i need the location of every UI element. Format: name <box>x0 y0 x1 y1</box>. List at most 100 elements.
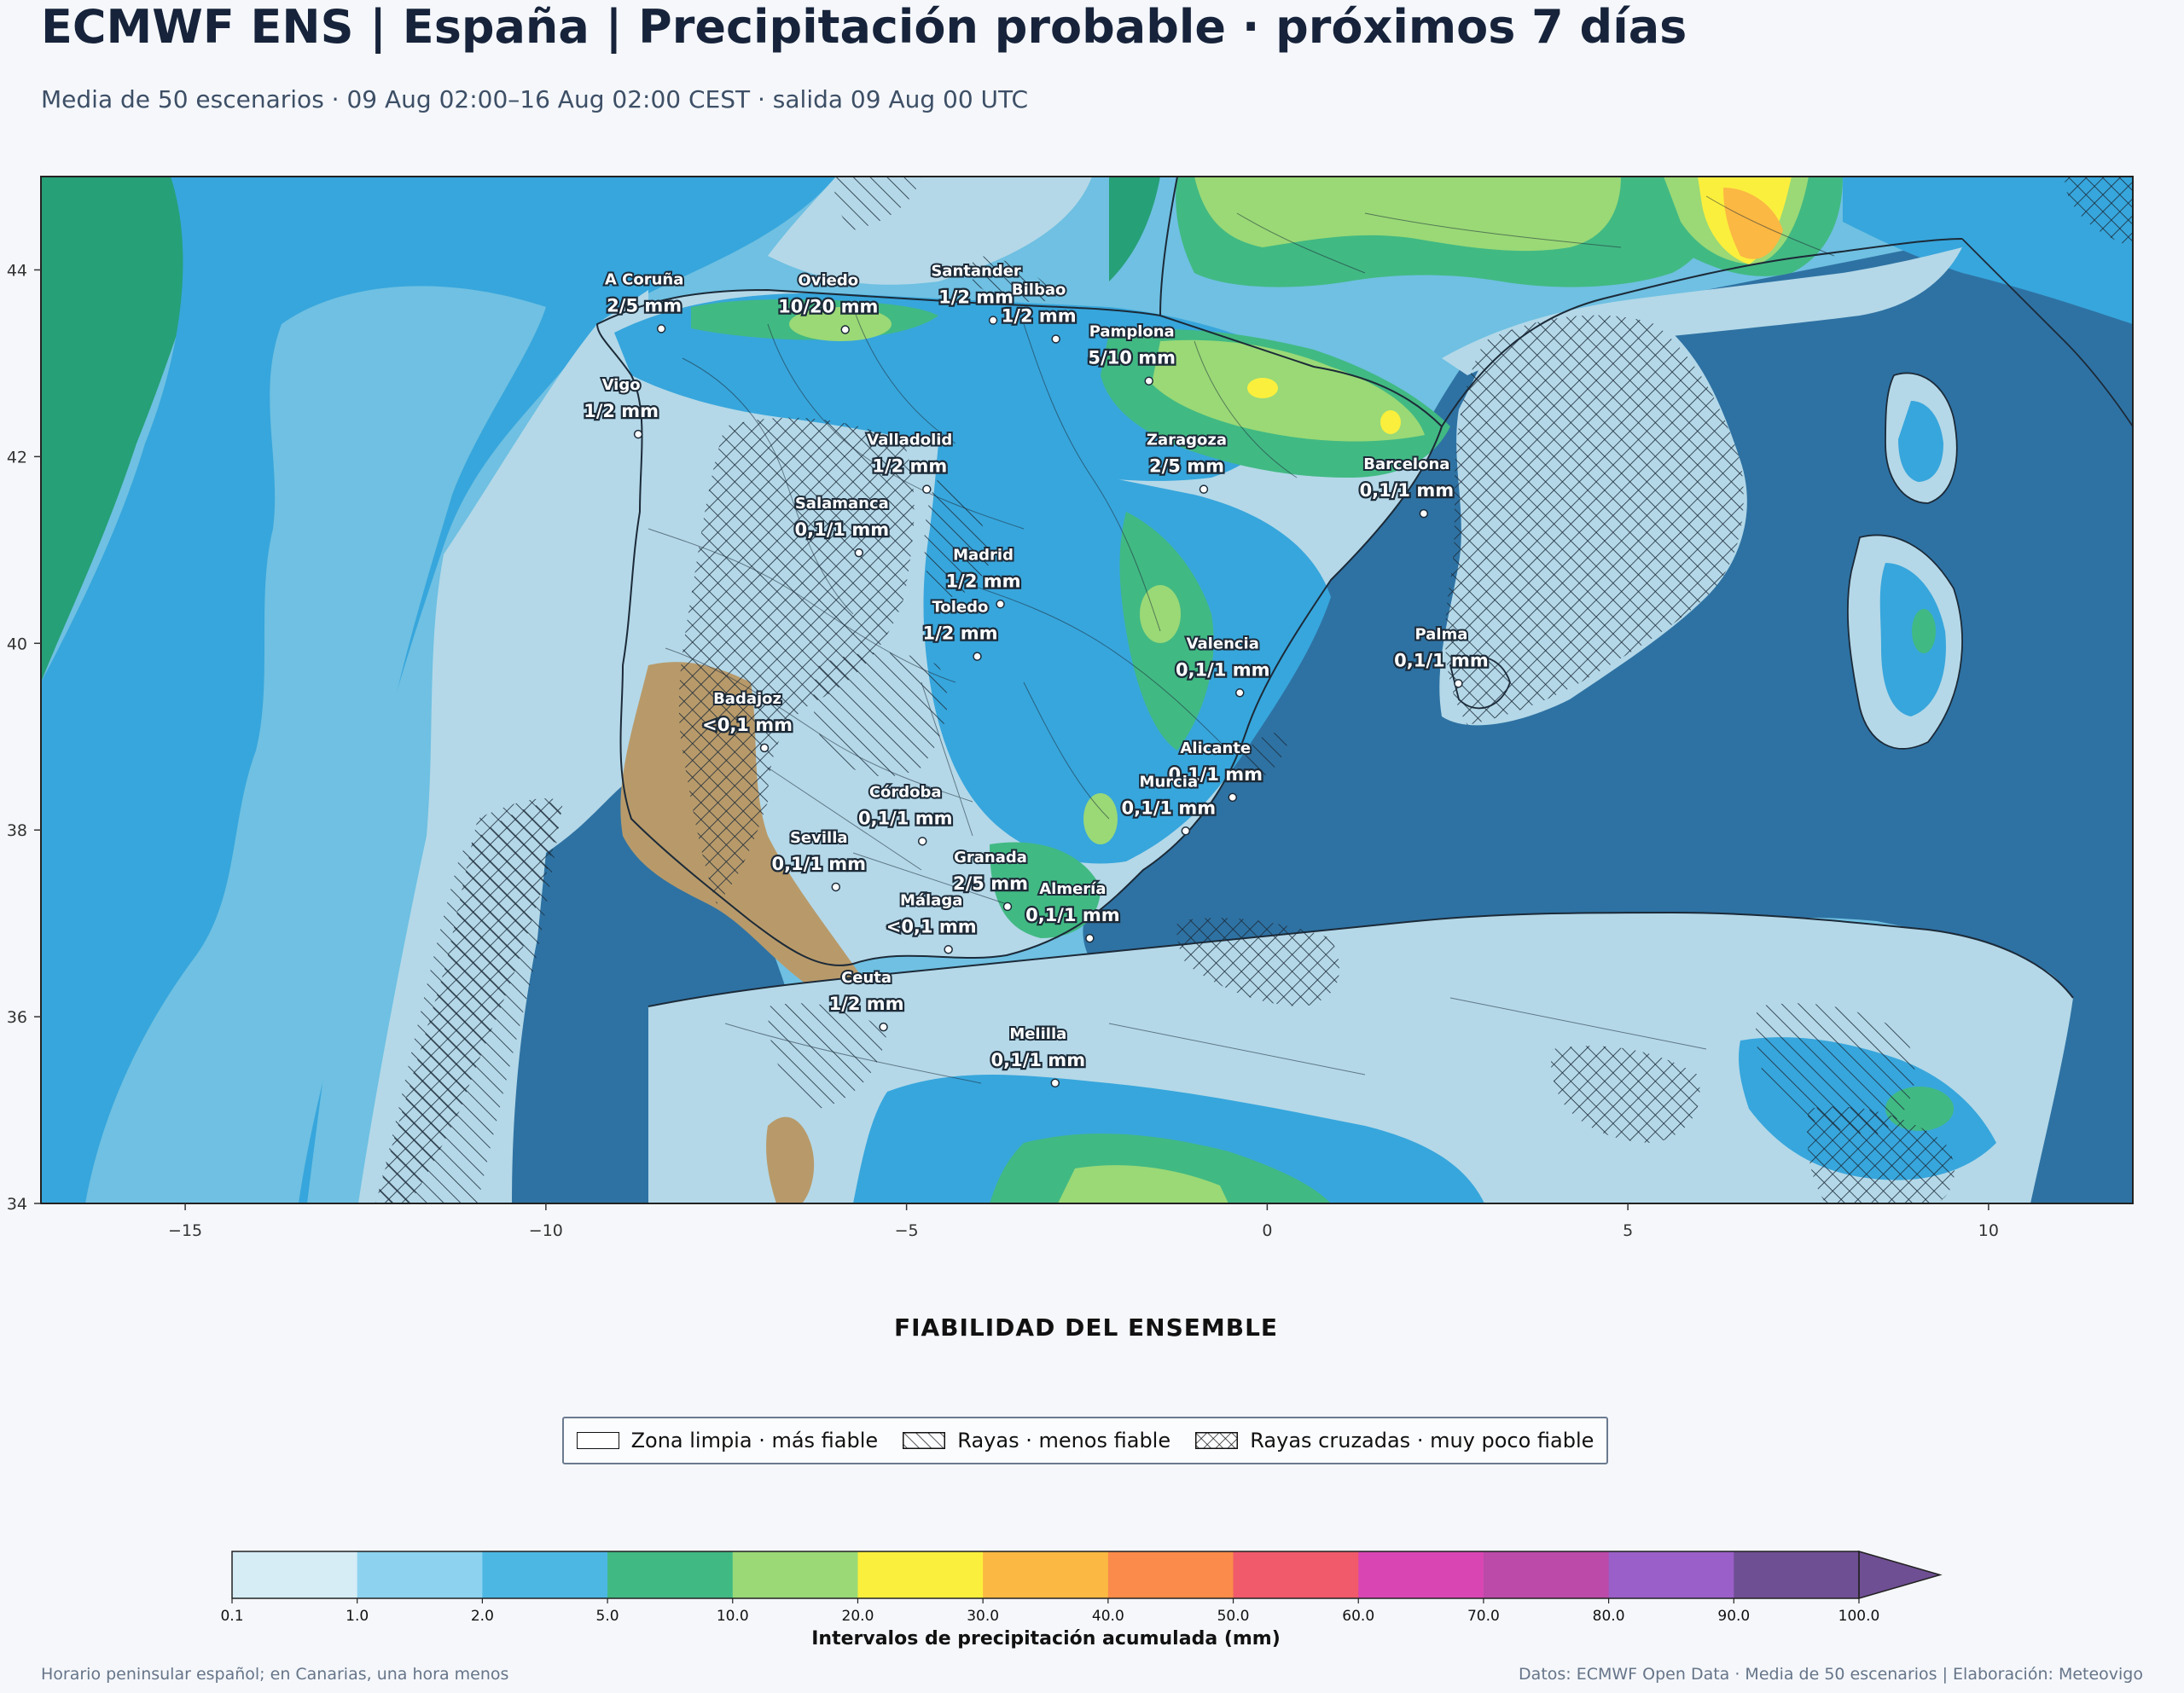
x-tick-label: 5 <box>1623 1221 1633 1240</box>
city-dot <box>831 882 841 892</box>
colorbar-segment <box>1483 1551 1610 1598</box>
city-name: Valencia <box>1187 635 1259 652</box>
map-canvas: A Coruña 2/5 mm Oviedo 10/20 mm Santander 1/2… <box>41 177 2133 1203</box>
reliability-title: FIABILIDAD DEL ENSEMBLE <box>893 1313 1279 1342</box>
city-dot <box>854 548 864 558</box>
city-marker: Murcia 0,1/1 mm <box>1119 771 1217 836</box>
city-value: 1/2 mm <box>829 994 904 1014</box>
city-marker: Valladolid 1/2 mm <box>865 430 954 494</box>
city-value: 0,1/1 mm <box>1394 650 1489 670</box>
city-name: Santander <box>931 263 1021 281</box>
city-name: Sevilla <box>790 829 848 847</box>
city-marker: Sevilla 0,1/1 mm <box>770 827 868 892</box>
y-tick-label: 40 <box>7 635 27 653</box>
city-dot <box>1234 688 1245 698</box>
page-title: ECMWF ENS | España | Precipitación proba… <box>41 0 1687 54</box>
city-value: <0,1 mm <box>702 715 793 735</box>
legend-item-crosshatch: Rayas cruzadas · muy poco fiable <box>1195 1429 1594 1452</box>
city-dot <box>633 429 643 439</box>
city-labels: A Coruña 2/5 mm Oviedo 10/20 mm Santander 1/2… <box>582 261 1490 1088</box>
city-value: <0,1 mm <box>886 916 977 936</box>
city-marker: Bilbao 1/2 mm <box>999 279 1078 344</box>
city-name: Murcia <box>1140 773 1199 791</box>
city-dot <box>879 1022 888 1032</box>
city-value: 1/2 mm <box>872 456 947 477</box>
colorbar-segment <box>983 1551 1109 1598</box>
colorbar-tick-label: 80.0 <box>1593 1608 1625 1625</box>
colorbar-tick-label: 0.1 <box>220 1608 243 1625</box>
city-value: 10/20 mm <box>778 297 878 317</box>
city-name: Valladolid <box>867 432 952 449</box>
city-value: 0,1/1 mm <box>1169 764 1263 785</box>
colorbar-segment <box>732 1551 858 1598</box>
colorbar-segment <box>1107 1551 1234 1598</box>
legend-label-hatch: Rayas · menos fiable <box>957 1429 1171 1452</box>
city-dot <box>917 837 927 846</box>
x-tick-label: −10 <box>529 1221 563 1240</box>
colorbar-tick-label: 2.0 <box>471 1608 494 1625</box>
city-marker: Alicante 0,1/1 mm <box>1166 738 1264 803</box>
city-value: 0,1/1 mm <box>1176 659 1270 680</box>
colorbar-tick-label: 90.0 <box>1717 1608 1750 1625</box>
legend-item-hatch: Rayas · menos fiable <box>903 1429 1170 1452</box>
map-axes: −15 −10 −5 0 5 10 34 36 38 40 42 44 <box>7 261 1999 1240</box>
colorbar-tick-label: 50.0 <box>1217 1608 1250 1625</box>
city-value: 0,1/1 mm <box>795 519 890 540</box>
city-dot <box>1199 484 1209 494</box>
city-dot <box>973 652 982 661</box>
city-value: 2/5 mm <box>953 873 1028 894</box>
city-value: 0,1/1 mm <box>1025 905 1120 925</box>
colorbar-segment <box>857 1551 984 1598</box>
city-value: 0,1/1 mm <box>1122 797 1217 818</box>
city-dot <box>656 324 666 333</box>
city-marker: Granada 2/5 mm <box>951 847 1030 912</box>
city-marker: A Coruña 2/5 mm <box>603 269 685 333</box>
city-name: Zaragoza <box>1147 432 1227 449</box>
colorbar-tick-label: 40.0 <box>1092 1608 1124 1625</box>
city-marker: Salamanca 0,1/1 mm <box>793 493 891 558</box>
city-dot <box>1144 376 1153 386</box>
city-name: Barcelona <box>1363 455 1449 473</box>
city-marker: Toledo 1/2 mm <box>921 597 1000 661</box>
x-tick-label: −5 <box>895 1221 919 1240</box>
city-name: Badajoz <box>713 690 781 708</box>
colorbar-tick-label: 60.0 <box>1342 1608 1374 1625</box>
city-marker: Vigo 1/2 mm <box>582 374 660 439</box>
city-marker: Barcelona 0,1/1 mm <box>1357 454 1455 519</box>
city-marker: Zaragoza 2/5 mm <box>1145 430 1228 494</box>
colorbar-tick-label: 100.0 <box>1838 1608 1880 1625</box>
swatch-crosshatch <box>1195 1432 1239 1449</box>
city-dot <box>988 316 998 325</box>
city-marker: Oviedo 10/20 mm <box>776 270 880 334</box>
city-marker: Madrid 1/2 mm <box>944 544 1023 609</box>
city-value: 0,1/1 mm <box>771 854 866 874</box>
colorbar-tick-label: 30.0 <box>967 1608 999 1625</box>
colorbar-tick-label: 10.0 <box>717 1608 749 1625</box>
footer-credits: Datos: ECMWF Open Data · Media de 50 esc… <box>1519 1665 2143 1684</box>
city-value: 2/5 mm <box>607 295 682 316</box>
city-marker: Málaga <0,1 mm <box>884 890 979 954</box>
colorbar-tick-label: 5.0 <box>596 1608 619 1625</box>
colorbar-segment <box>482 1551 608 1598</box>
colorbar-title: Intervalos de precipitación acumulada (m… <box>811 1628 1281 1650</box>
city-marker: Ceuta 1/2 mm <box>827 967 906 1032</box>
city-dot <box>1228 792 1238 803</box>
city-value: 1/2 mm <box>946 571 1021 591</box>
map-frame <box>40 176 2134 1204</box>
city-name: Palma <box>1414 625 1467 643</box>
x-tick-label: −15 <box>168 1221 202 1240</box>
city-name: Bilbao <box>1012 281 1066 299</box>
legend-item-clean: Zona limpia · más fiable <box>576 1429 878 1452</box>
city-dot <box>944 945 953 954</box>
colorbar-frame <box>231 1551 1860 1599</box>
colorbar-segment <box>357 1551 483 1598</box>
colorbar-extend-arrow <box>1858 1551 1943 1599</box>
swatch-clean <box>576 1432 619 1449</box>
city-value: 0,1/1 mm <box>858 808 953 828</box>
city-dot <box>1050 1078 1060 1088</box>
colorbar-segment <box>1233 1551 1359 1598</box>
y-tick-label: 42 <box>7 448 27 467</box>
city-marker: Melilla 0,1/1 mm <box>989 1023 1087 1088</box>
swatch-hatch <box>903 1432 946 1449</box>
